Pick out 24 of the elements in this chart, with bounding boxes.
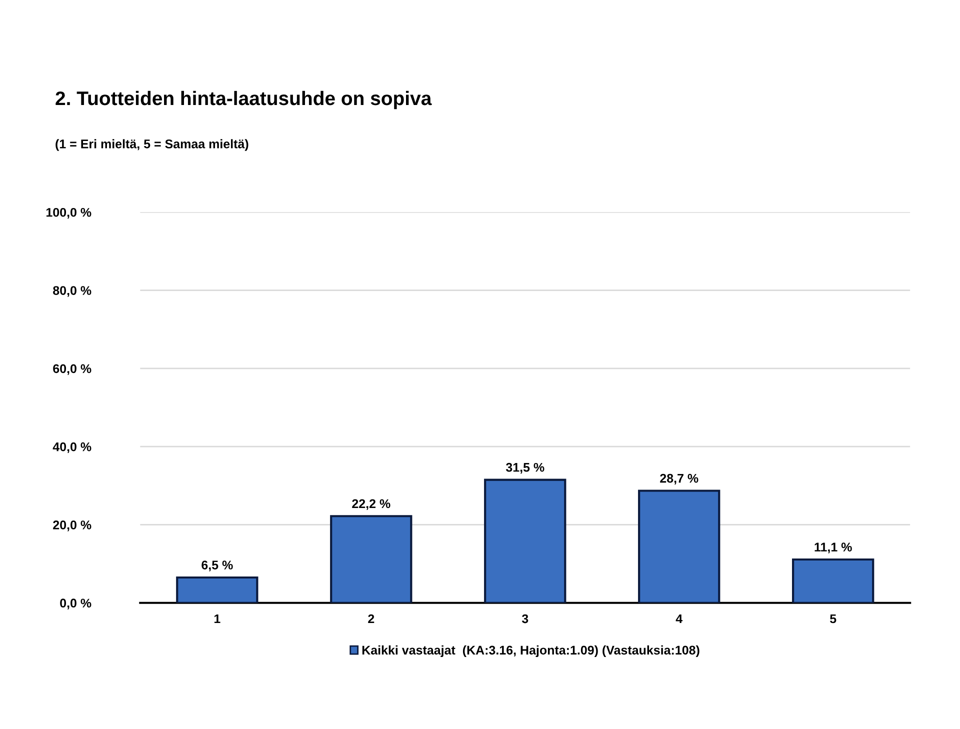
data-label: 31,5 %	[506, 462, 544, 474]
chart-subtitle: (1 = Eri mieltä, 5 = Samaa mieltä)	[56, 139, 248, 151]
chart-title: 2. Tuotteiden hinta-laatusuhde on sopiva	[56, 90, 432, 110]
x-tick-label: 5	[830, 614, 836, 624]
y-tick-label: 100,0 %	[46, 208, 92, 219]
bar	[330, 515, 412, 603]
bar	[176, 576, 258, 603]
x-tick-label: 3	[522, 614, 528, 624]
bar	[792, 558, 874, 603]
data-label: 6,5 %	[202, 560, 233, 572]
x-tick-label: 4	[676, 614, 683, 624]
bar	[484, 478, 566, 603]
legend-label: Kaikki vastaajat (KA:3.16, Hajonta:1.09) (Vastauksia:108)	[362, 645, 700, 658]
x-tick-label: 1	[214, 614, 220, 624]
y-tick-label: 60,0 %	[53, 364, 92, 375]
y-tick-label: 20,0 %	[53, 520, 92, 532]
x-tick-label: 2	[368, 614, 374, 624]
bar	[638, 490, 720, 603]
y-tick-label: 0,0 %	[60, 598, 92, 610]
data-label: 28,7 %	[660, 474, 698, 485]
y-tick-label: 40,0 %	[52, 442, 92, 454]
data-label: 11,1 %	[814, 542, 852, 554]
y-tick-label: 80,0 %	[53, 286, 92, 297]
data-label: 22,2 %	[352, 499, 390, 510]
